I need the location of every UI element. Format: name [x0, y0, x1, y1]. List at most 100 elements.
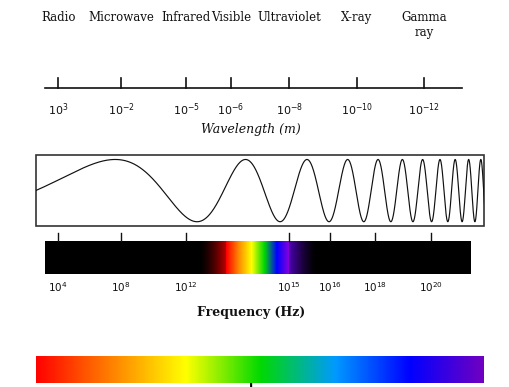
Bar [97, 356, 98, 383]
Bar [201, 356, 203, 383]
Bar [459, 356, 460, 383]
Bar [206, 241, 207, 274]
Bar [305, 241, 306, 274]
Bar [305, 356, 307, 383]
Bar [232, 241, 233, 274]
Bar [350, 356, 352, 383]
Bar [245, 241, 246, 274]
Bar [277, 356, 279, 383]
Bar [255, 241, 256, 274]
Bar [426, 356, 428, 383]
Bar [237, 356, 239, 383]
Bar [132, 356, 133, 383]
Bar [258, 241, 259, 274]
Bar [281, 356, 284, 383]
Bar [372, 356, 373, 383]
Bar [378, 356, 379, 383]
Bar [200, 241, 201, 274]
Bar [143, 356, 144, 383]
Bar [406, 356, 408, 383]
Bar [215, 241, 216, 274]
Bar [462, 356, 464, 383]
Bar [218, 241, 219, 274]
Bar [232, 356, 234, 383]
Bar [336, 356, 338, 383]
Bar [275, 241, 276, 274]
Bar [458, 356, 459, 383]
Bar [468, 356, 470, 383]
Bar [98, 356, 99, 383]
Bar [294, 241, 295, 274]
Bar [364, 356, 366, 383]
Bar [242, 241, 243, 274]
Bar [335, 356, 337, 383]
Bar [245, 241, 246, 274]
Bar [433, 356, 435, 383]
Bar [224, 241, 225, 274]
Bar [219, 241, 220, 274]
Bar [282, 241, 283, 274]
Bar [277, 241, 278, 274]
Bar [176, 356, 178, 383]
Bar [145, 356, 147, 383]
Bar [283, 241, 284, 274]
Bar [277, 241, 278, 274]
Bar [310, 241, 312, 274]
Bar [284, 241, 285, 274]
Bar [224, 241, 225, 274]
Bar [308, 356, 310, 383]
Bar [303, 241, 304, 274]
Bar [418, 356, 420, 383]
Text: Wavelength (m): Wavelength (m) [201, 123, 300, 136]
Bar [320, 356, 322, 383]
Bar [315, 356, 317, 383]
Bar [273, 356, 274, 383]
Text: Radio: Radio [41, 10, 75, 24]
Bar [123, 356, 125, 383]
Bar [332, 356, 333, 383]
Bar [302, 241, 303, 274]
Bar [91, 356, 92, 383]
Bar [214, 241, 215, 274]
Bar [44, 356, 45, 383]
Bar [300, 241, 301, 274]
Bar [211, 241, 212, 274]
Bar [262, 356, 264, 383]
Bar [121, 356, 123, 383]
Bar [239, 241, 240, 274]
Bar [205, 356, 207, 383]
Bar [214, 241, 215, 274]
Bar [290, 356, 292, 383]
Bar [273, 241, 274, 274]
Bar [222, 356, 224, 383]
Bar [216, 241, 217, 274]
Bar [304, 356, 306, 383]
Bar [287, 241, 288, 274]
Bar [75, 356, 77, 383]
Bar [275, 241, 276, 274]
Bar [127, 356, 129, 383]
Bar [294, 356, 296, 383]
Bar [313, 241, 314, 274]
Bar [443, 356, 445, 383]
Bar [393, 356, 394, 383]
Bar [454, 356, 456, 383]
Bar [273, 241, 274, 274]
Bar [270, 241, 271, 274]
Bar [317, 356, 319, 383]
Bar [307, 241, 308, 274]
Bar [287, 241, 288, 274]
Bar [261, 241, 262, 274]
Bar [306, 241, 307, 274]
Bar [210, 241, 211, 274]
Bar [285, 241, 286, 274]
Bar [239, 356, 241, 383]
Bar [265, 241, 266, 274]
Bar [263, 241, 264, 274]
Bar [223, 241, 224, 274]
Bar [274, 241, 275, 274]
Bar [241, 356, 243, 383]
Bar [422, 356, 425, 383]
Bar [220, 356, 221, 383]
Bar [247, 356, 249, 383]
